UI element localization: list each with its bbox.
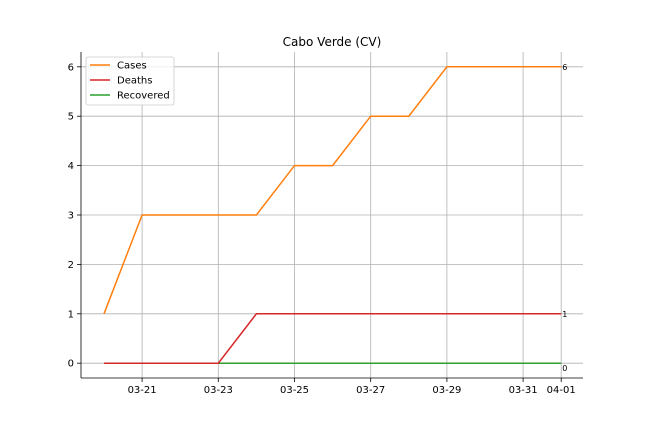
chart-title: Cabo Verde (CV) <box>283 35 382 49</box>
end-label-cases: 6 <box>562 63 567 72</box>
series-line-cases <box>103 66 562 315</box>
end-label-deaths: 1 <box>562 310 567 319</box>
y-tick-label: 5 <box>68 112 74 123</box>
legend-label-cases: Cases <box>117 61 147 72</box>
series-lines: 0 1 6 <box>103 63 567 373</box>
legend: Cases Deaths Recovered <box>85 56 175 106</box>
x-tick-label: 03-21 <box>128 385 157 396</box>
y-tick-label: 1 <box>68 309 74 320</box>
tick-labels: 0 1 2 3 4 5 6 03-21 03-23 03-25 03-27 03-29 03-31 04-… <box>68 62 576 396</box>
x-tick-label: 03-27 <box>356 385 385 396</box>
legend-label-deaths: Deaths <box>117 76 152 87</box>
y-tick-label: 4 <box>68 161 74 172</box>
y-tick-label: 0 <box>68 359 74 370</box>
x-tick-label: 03-31 <box>509 385 538 396</box>
legend-label-recovered: Recovered <box>117 91 170 102</box>
x-tick-label: 04-01 <box>547 385 576 396</box>
y-tick-label: 6 <box>68 62 74 73</box>
x-tick-label: 03-29 <box>432 385 461 396</box>
y-tick-label: 2 <box>68 260 74 271</box>
axes <box>77 52 583 382</box>
x-tick-label: 03-25 <box>280 385 309 396</box>
y-tick-label: 3 <box>68 211 74 222</box>
series-line-deaths <box>104 313 562 364</box>
legend-box <box>85 56 175 106</box>
end-label-recovered: 0 <box>562 364 567 373</box>
x-tick-label: 03-23 <box>204 385 233 396</box>
